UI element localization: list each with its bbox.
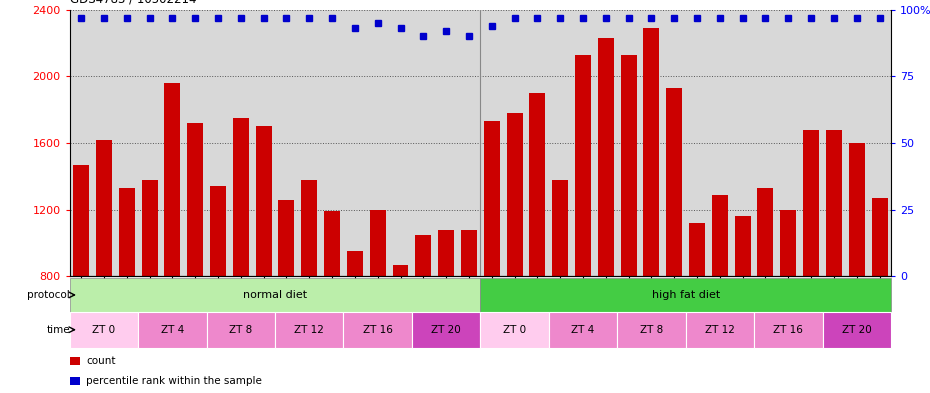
Bar	[392, 264, 408, 393]
Bar	[343, 312, 412, 348]
Bar	[96, 140, 112, 393]
Bar	[347, 251, 363, 393]
Bar	[232, 118, 249, 393]
Bar	[780, 209, 796, 393]
Bar	[70, 312, 139, 348]
Text: ZT 4: ZT 4	[571, 325, 594, 335]
Bar	[685, 312, 754, 348]
Bar	[575, 55, 591, 393]
Text: ZT 16: ZT 16	[363, 325, 392, 335]
Bar	[620, 55, 637, 393]
Text: ZT 8: ZT 8	[640, 325, 663, 335]
Text: count: count	[86, 356, 116, 366]
Bar	[438, 230, 454, 393]
Bar	[529, 93, 545, 393]
Text: ZT 16: ZT 16	[774, 325, 804, 335]
Bar	[758, 188, 774, 393]
Bar	[689, 223, 705, 393]
Bar	[480, 312, 549, 348]
Bar	[206, 312, 275, 348]
Bar	[187, 123, 203, 393]
Bar	[552, 180, 568, 393]
Bar	[598, 38, 614, 393]
Text: high fat diet: high fat diet	[652, 290, 720, 300]
Bar	[141, 180, 157, 393]
Bar	[826, 130, 842, 393]
Bar	[165, 83, 180, 393]
Bar	[849, 143, 865, 393]
Text: percentile rank within the sample: percentile rank within the sample	[86, 376, 262, 386]
Bar	[139, 312, 206, 348]
Text: GDS4783 / 10502214: GDS4783 / 10502214	[70, 0, 196, 6]
Bar	[119, 188, 135, 393]
Bar	[507, 113, 523, 393]
Bar	[666, 88, 683, 393]
Text: ZT 0: ZT 0	[503, 325, 526, 335]
Bar	[256, 127, 272, 393]
Bar	[275, 312, 343, 348]
Text: time: time	[46, 325, 70, 335]
Text: ZT 0: ZT 0	[92, 325, 115, 335]
Bar	[301, 180, 317, 393]
Bar	[618, 312, 685, 348]
Bar	[754, 312, 822, 348]
Bar	[210, 186, 226, 393]
Text: ZT 8: ZT 8	[229, 325, 252, 335]
Bar	[370, 209, 386, 393]
Text: normal diet: normal diet	[243, 290, 307, 300]
Bar	[70, 278, 480, 312]
Bar	[804, 130, 819, 393]
Bar	[871, 198, 887, 393]
Bar	[70, 377, 80, 385]
Bar	[412, 312, 480, 348]
Bar	[461, 230, 477, 393]
Text: ZT 4: ZT 4	[161, 325, 184, 335]
Bar	[324, 211, 340, 393]
Text: ZT 12: ZT 12	[294, 325, 325, 335]
Bar	[549, 312, 618, 348]
Text: protocol: protocol	[27, 290, 70, 300]
Bar	[711, 195, 728, 393]
Bar	[70, 357, 80, 365]
Bar	[416, 235, 432, 393]
Text: ZT 20: ZT 20	[432, 325, 461, 335]
Bar	[278, 200, 295, 393]
Bar	[822, 312, 891, 348]
Bar	[735, 216, 751, 393]
Text: ZT 12: ZT 12	[705, 325, 735, 335]
Bar	[73, 165, 89, 393]
Bar	[644, 28, 659, 393]
Text: ZT 20: ZT 20	[842, 325, 871, 335]
Bar	[484, 121, 499, 393]
Bar	[480, 278, 891, 312]
